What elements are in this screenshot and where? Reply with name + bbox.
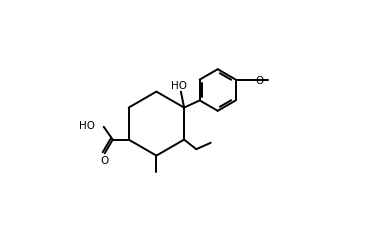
- Text: O: O: [255, 75, 264, 85]
- Text: O: O: [100, 156, 108, 166]
- Text: HO: HO: [79, 121, 95, 131]
- Text: HO: HO: [171, 80, 187, 90]
